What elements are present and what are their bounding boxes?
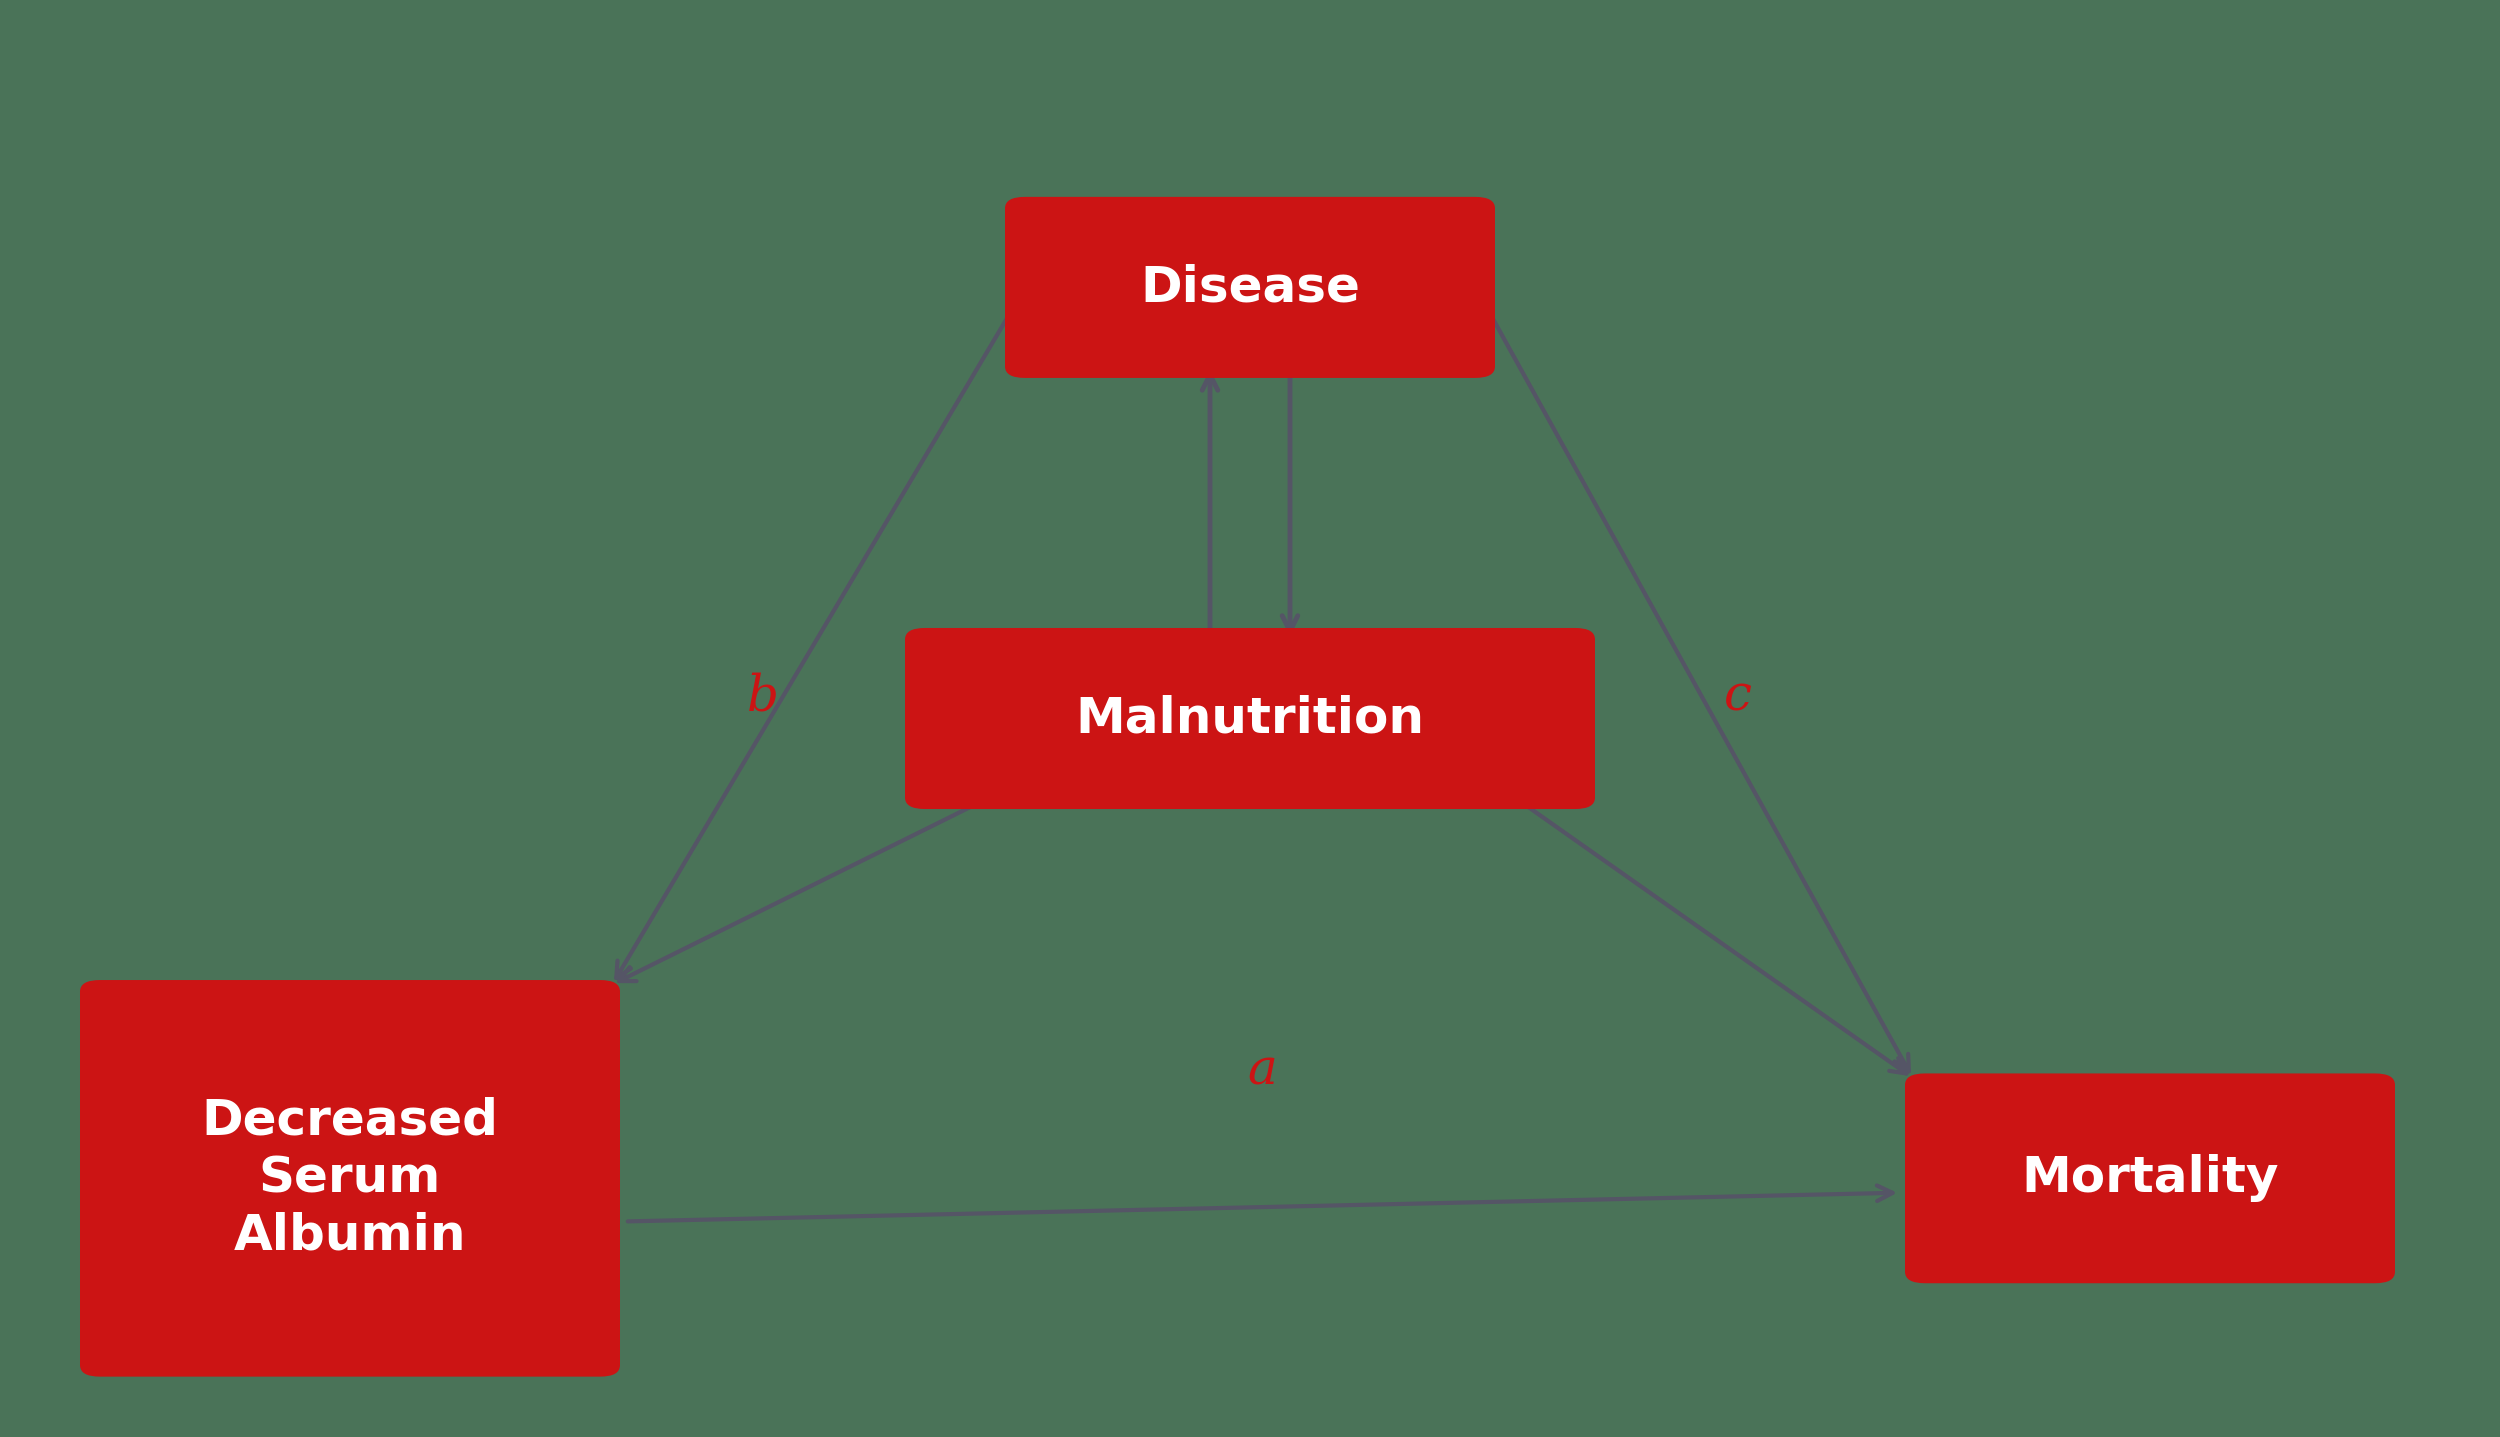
Text: Mortality: Mortality <box>2020 1154 2280 1203</box>
FancyBboxPatch shape <box>1005 197 1495 378</box>
Text: a: a <box>1248 1046 1278 1095</box>
FancyBboxPatch shape <box>905 628 1595 809</box>
Text: Malnutrition: Malnutrition <box>1075 694 1425 743</box>
Text: Decreased
Serum
Albumin: Decreased Serum Albumin <box>202 1096 498 1260</box>
FancyBboxPatch shape <box>1905 1073 2395 1283</box>
Text: Disease: Disease <box>1140 263 1360 312</box>
Text: c: c <box>1722 673 1752 721</box>
Text: b: b <box>748 673 778 721</box>
FancyBboxPatch shape <box>80 980 620 1377</box>
